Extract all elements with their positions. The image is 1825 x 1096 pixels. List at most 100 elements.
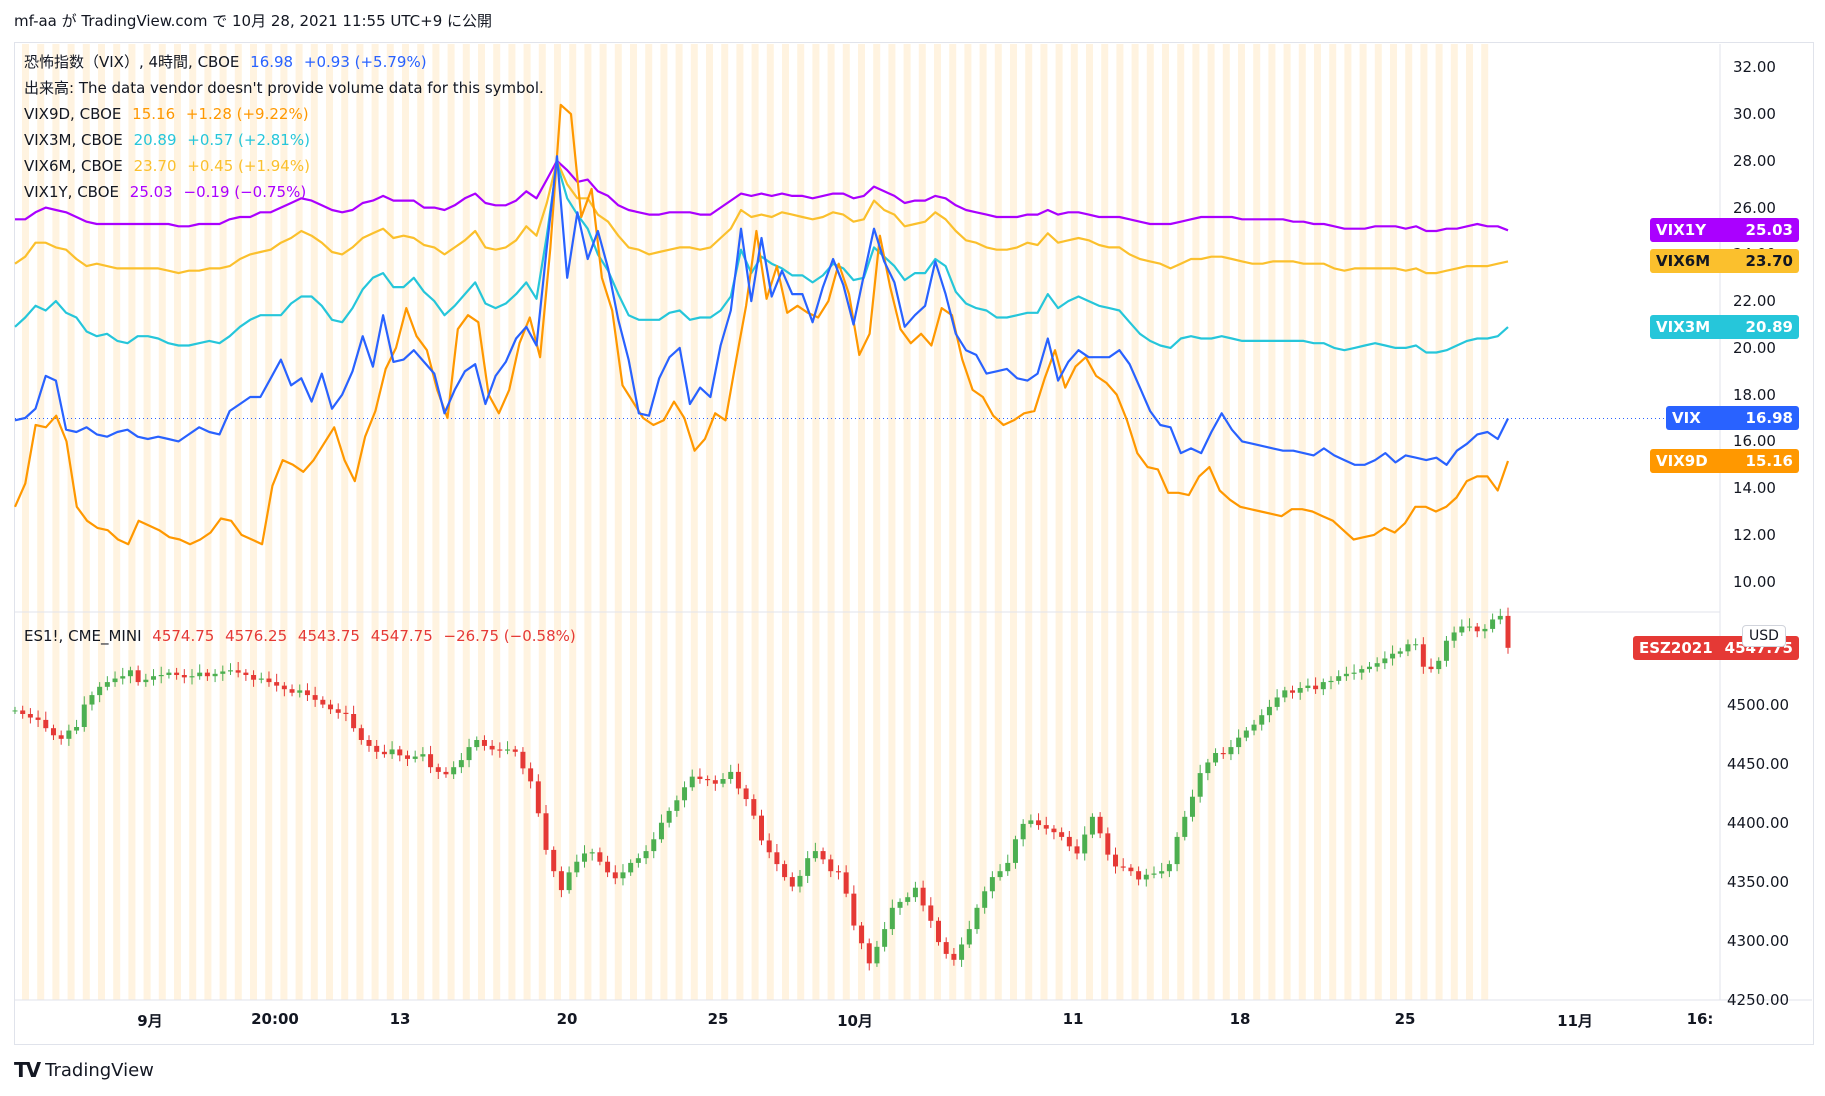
candle-body	[612, 872, 618, 879]
time-axis-tick: 20:00	[251, 1010, 299, 1028]
price-tag-label: VIX	[1672, 409, 1701, 428]
session-stripe	[1207, 44, 1215, 1000]
legend-high: 4576.25	[225, 627, 288, 645]
candle-body	[1059, 832, 1065, 837]
session-stripe	[918, 44, 926, 1000]
candle-body	[697, 776, 703, 779]
candle-body	[420, 754, 426, 757]
session-stripe	[1131, 44, 1139, 1000]
candle-body	[1266, 706, 1272, 716]
price-axis-tick: 4450.00	[1727, 754, 1790, 773]
candle-body	[905, 897, 911, 902]
candle-body	[1497, 615, 1503, 620]
candle-body	[1413, 644, 1419, 646]
price-tag-label: VIX1Y	[1656, 221, 1707, 240]
publish-header: mf-aa が TradingView.com で 10月 28, 2021 1…	[14, 12, 493, 30]
candle-body	[1174, 836, 1180, 865]
candle-body	[12, 710, 18, 712]
candle-body	[474, 740, 480, 748]
candle-body	[1320, 682, 1326, 690]
candle-body	[874, 946, 880, 964]
candle-body	[689, 776, 695, 788]
chart-frame[interactable]	[14, 42, 1814, 1045]
currency-badge[interactable]: USD	[1742, 625, 1786, 647]
time-axis-tick: 10月	[837, 1012, 873, 1030]
price-axis-tick: 4350.00	[1727, 872, 1790, 891]
candle-body	[1274, 697, 1280, 707]
price-axis-tick: 26.00	[1733, 198, 1776, 217]
candle-body	[505, 749, 511, 751]
candle-body	[812, 851, 818, 859]
candle-body	[666, 810, 672, 823]
legend-row-vix3m[interactable]: VIX3M, CBOE 20.89 +0.57 (+2.81%)	[24, 127, 550, 153]
legend-row-vix1y[interactable]: VIX1Y, CBOE 25.03 −0.19 (−0.75%)	[24, 179, 550, 205]
candle-body	[1366, 666, 1372, 670]
price-axis-tick: 28.00	[1733, 151, 1776, 170]
session-stripe	[1070, 44, 1078, 1000]
candle-body	[743, 788, 749, 800]
candle-body	[1143, 874, 1149, 880]
price-axis-tick: 12.00	[1733, 525, 1776, 544]
session-stripe	[1177, 44, 1185, 1000]
time-axis-tick: 11月	[1557, 1012, 1593, 1030]
time-axis-tick: 18	[1229, 1010, 1251, 1028]
tv-logo-icon: TV	[14, 1058, 41, 1082]
candle-body	[1182, 816, 1188, 837]
candle-body	[443, 771, 449, 775]
legend-row-vix6m[interactable]: VIX6M, CBOE 23.70 +0.45 (+1.94%)	[24, 153, 550, 179]
session-stripe	[934, 44, 941, 1000]
candle-body	[381, 751, 387, 755]
session-stripe	[1010, 44, 1017, 1000]
candle-body	[1089, 816, 1095, 835]
candle-body	[982, 891, 988, 908]
candle-body	[1443, 640, 1449, 661]
candle-body	[274, 682, 280, 686]
candle-body	[1020, 823, 1026, 840]
session-stripe	[113, 44, 121, 1000]
session-stripe	[842, 44, 850, 1000]
candle-body	[158, 675, 164, 677]
candle-body	[720, 779, 726, 784]
legend-change: +0.45 (+1.94%)	[187, 157, 310, 175]
candle-body	[81, 704, 87, 727]
candle-body	[1505, 615, 1511, 648]
candle-body	[1474, 626, 1480, 632]
candle-body	[651, 839, 657, 852]
time-axis-tick: 25	[1394, 1010, 1416, 1028]
tradingview-logo[interactable]: TV TradingView	[14, 1058, 154, 1082]
session-stripe	[1481, 44, 1489, 1000]
candle-body	[835, 871, 841, 873]
candle-body	[759, 815, 764, 841]
legend-row-vix[interactable]: 恐怖指数（VIX）, 4時間, CBOE 16.98 +0.93 (+5.79%…	[24, 49, 550, 75]
session-stripe	[189, 44, 197, 1000]
legend-change: +1.28 (+9.22%)	[185, 105, 309, 123]
candle-body	[104, 682, 110, 687]
candle-body	[151, 676, 157, 680]
candle-body	[766, 840, 772, 853]
legend-row-vix9d[interactable]: VIX9D, CBOE 15.16 +1.28 (+9.22%)	[24, 101, 550, 127]
time-axis-tick: 13	[389, 1010, 411, 1028]
session-stripe	[432, 44, 440, 1000]
session-stripe	[174, 44, 181, 1000]
candle-body	[404, 755, 410, 759]
legend-row-volume[interactable]: 出来高: The data vendor doesn't provide vol…	[24, 75, 550, 101]
legend-close: 4547.75	[370, 627, 433, 645]
session-stripe	[158, 44, 166, 1000]
session-stripe	[1040, 44, 1048, 1000]
candle-body	[1036, 820, 1042, 826]
candle-body	[489, 745, 495, 750]
candle-body	[805, 858, 811, 876]
candle-body	[620, 872, 626, 879]
candle-body	[351, 714, 357, 729]
candle-body	[1336, 676, 1342, 681]
legend-value: 25.03	[129, 183, 173, 201]
legend-value: 20.89	[133, 131, 177, 149]
session-stripe	[310, 44, 318, 1000]
price-tag-label: VIX9D	[1656, 452, 1708, 470]
candle-body	[227, 670, 233, 672]
price-axis-tick: 16.00	[1733, 432, 1776, 451]
legend-row-es1[interactable]: ES1!, CME_MINI 4574.75 4576.25 4543.75 4…	[24, 623, 582, 649]
legend-value: 23.70	[133, 157, 177, 175]
candle-body	[1243, 730, 1249, 738]
